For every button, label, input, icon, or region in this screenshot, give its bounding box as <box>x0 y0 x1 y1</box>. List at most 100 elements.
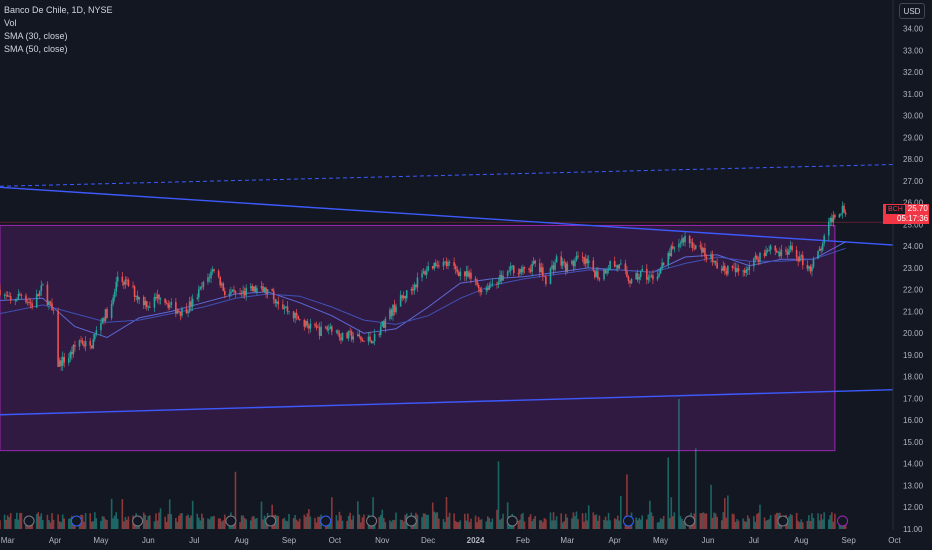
volume-legend[interactable]: Vol <box>4 18 17 28</box>
time-tick-label: Sep <box>842 536 857 545</box>
candle-body <box>272 290 275 300</box>
volume-bar <box>115 512 118 529</box>
candle-body <box>598 278 601 280</box>
candle-body <box>639 270 642 278</box>
candle-body <box>829 217 832 222</box>
earnings-marker[interactable] <box>265 515 277 527</box>
event-markers[interactable] <box>23 515 849 527</box>
candle-body <box>240 293 243 295</box>
candle-body <box>424 271 426 275</box>
candle-body <box>701 246 703 253</box>
candle-body <box>176 310 179 314</box>
volume-bar <box>736 519 738 529</box>
candle-body <box>607 269 610 271</box>
volume-bar <box>477 516 480 529</box>
candle-body <box>798 256 801 262</box>
candle-body <box>629 280 631 284</box>
candle-body <box>635 273 637 280</box>
symbol-title[interactable]: Banco De Chile, 1D, NYSE <box>4 5 113 15</box>
candle-body <box>292 311 295 319</box>
candle-body <box>213 269 215 272</box>
dividend-marker[interactable] <box>320 515 332 527</box>
candle-body <box>691 242 694 248</box>
candle-body <box>410 288 413 291</box>
volume-bar <box>188 517 191 529</box>
volume-bar <box>126 519 128 529</box>
candle-body <box>480 290 483 293</box>
dividend-marker[interactable] <box>622 515 634 527</box>
sma30-legend[interactable]: SMA (30, close) <box>4 31 68 41</box>
candle-body <box>641 268 644 271</box>
earnings-marker[interactable] <box>777 515 789 527</box>
sma50-legend[interactable]: SMA (50, close) <box>4 44 68 54</box>
dividend-marker[interactable] <box>70 515 82 527</box>
price-tick-label: 11.00 <box>903 525 923 534</box>
candle-body <box>303 319 306 327</box>
candle-body <box>795 250 798 258</box>
volume-bar <box>678 399 680 529</box>
volume-bar <box>42 519 44 529</box>
candle-body <box>283 307 286 309</box>
candle-body <box>421 273 423 278</box>
volume-bar <box>58 521 61 529</box>
candle-body <box>499 274 501 282</box>
volume-bar <box>713 512 715 529</box>
volume-bar <box>401 519 403 529</box>
candle-body <box>425 271 428 275</box>
candle-body <box>72 345 75 355</box>
volume-bar <box>210 516 212 529</box>
earnings-marker[interactable] <box>23 515 35 527</box>
candle-body <box>106 309 108 319</box>
volume-bar <box>393 519 396 529</box>
candle-body <box>652 275 654 280</box>
candle-body <box>19 293 21 296</box>
volume-bar <box>265 519 267 529</box>
volume-bar <box>710 484 712 529</box>
price-tick-label: 27.00 <box>903 177 924 186</box>
earnings-marker[interactable] <box>506 515 518 527</box>
earnings-marker[interactable] <box>366 515 378 527</box>
volume-bar <box>823 512 825 529</box>
volume-bar <box>103 516 105 529</box>
volume-bar <box>584 512 587 529</box>
candle-body <box>401 295 403 299</box>
lower-trendline[interactable] <box>0 389 894 416</box>
candle-body <box>445 261 448 267</box>
candle-body <box>479 288 481 293</box>
candle-body <box>457 272 460 277</box>
price-axis[interactable]: 11.00 12.00 13.00 14.00 15.00 16.00 17.00 18.00… <box>903 25 924 535</box>
volume-bar <box>335 515 338 529</box>
volume-bar <box>679 516 682 529</box>
earnings-marker[interactable] <box>684 515 696 527</box>
channel-projection[interactable] <box>0 164 894 187</box>
volume-bar <box>447 516 449 529</box>
upper-trendline[interactable] <box>0 186 894 246</box>
candle-body <box>69 352 72 359</box>
volume-bar <box>308 509 310 529</box>
trendlines[interactable] <box>0 164 894 416</box>
candle-body <box>265 287 267 294</box>
volume-bar <box>187 514 189 529</box>
earnings-marker[interactable] <box>225 515 237 527</box>
volume-bar <box>433 511 436 529</box>
time-axis[interactable]: Mar Apr May Jun Jul Aug Sep Oct Nov Dec 2024 Feb Mar… <box>1 536 902 545</box>
currency-button[interactable]: USD <box>899 3 925 19</box>
candle-body <box>90 345 93 349</box>
candle-body <box>723 265 726 271</box>
split-marker[interactable] <box>837 515 849 527</box>
price-tick-label: 21.00 <box>903 307 924 316</box>
earnings-marker[interactable] <box>132 515 144 527</box>
price-tick-label: 18.00 <box>903 373 924 382</box>
candle-body <box>361 339 364 342</box>
earnings-marker[interactable] <box>405 515 417 527</box>
volume-bar <box>454 520 457 529</box>
range-box[interactable] <box>0 221 893 452</box>
time-tick-label: Jul <box>189 536 199 545</box>
rectangle-drawing[interactable] <box>0 224 836 452</box>
volume-bar <box>540 520 543 529</box>
candle-body <box>286 306 289 312</box>
candle-body <box>668 252 671 257</box>
volume-bar <box>38 516 41 529</box>
volume-bar <box>297 521 299 529</box>
